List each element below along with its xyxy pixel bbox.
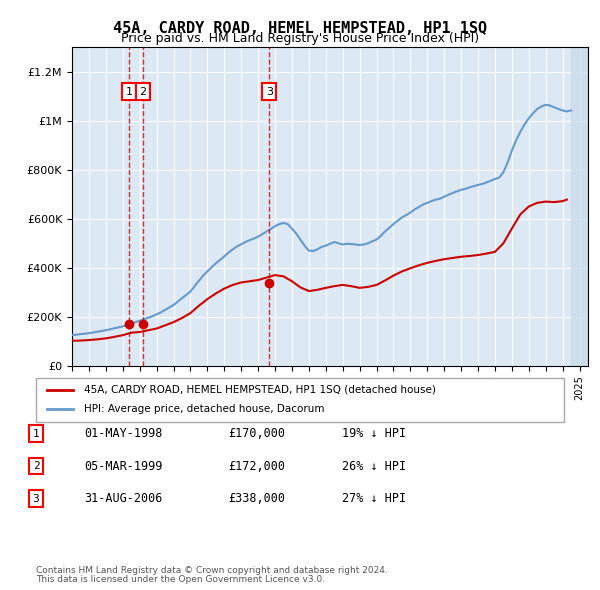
Text: This data is licensed under the Open Government Licence v3.0.: This data is licensed under the Open Gov… (36, 575, 325, 584)
Text: £338,000: £338,000 (228, 492, 285, 505)
Text: 27% ↓ HPI: 27% ↓ HPI (342, 492, 406, 505)
Text: 2: 2 (139, 87, 146, 97)
Text: Contains HM Land Registry data © Crown copyright and database right 2024.: Contains HM Land Registry data © Crown c… (36, 566, 388, 575)
Text: 05-MAR-1999: 05-MAR-1999 (84, 460, 163, 473)
FancyBboxPatch shape (36, 378, 564, 422)
Text: 1: 1 (32, 429, 40, 438)
Text: HPI: Average price, detached house, Dacorum: HPI: Average price, detached house, Daco… (83, 405, 324, 414)
Text: 2: 2 (32, 461, 40, 471)
Text: £170,000: £170,000 (228, 427, 285, 440)
Text: 3: 3 (266, 87, 273, 97)
Text: 3: 3 (32, 494, 40, 503)
Text: £172,000: £172,000 (228, 460, 285, 473)
Text: 19% ↓ HPI: 19% ↓ HPI (342, 427, 406, 440)
Text: 01-MAY-1998: 01-MAY-1998 (84, 427, 163, 440)
Text: Price paid vs. HM Land Registry's House Price Index (HPI): Price paid vs. HM Land Registry's House … (121, 32, 479, 45)
Text: 45A, CARDY ROAD, HEMEL HEMPSTEAD, HP1 1SQ (detached house): 45A, CARDY ROAD, HEMEL HEMPSTEAD, HP1 1S… (83, 385, 436, 395)
Text: 31-AUG-2006: 31-AUG-2006 (84, 492, 163, 505)
Text: 45A, CARDY ROAD, HEMEL HEMPSTEAD, HP1 1SQ: 45A, CARDY ROAD, HEMEL HEMPSTEAD, HP1 1S… (113, 21, 487, 35)
Text: 26% ↓ HPI: 26% ↓ HPI (342, 460, 406, 473)
Text: 1: 1 (125, 87, 133, 97)
